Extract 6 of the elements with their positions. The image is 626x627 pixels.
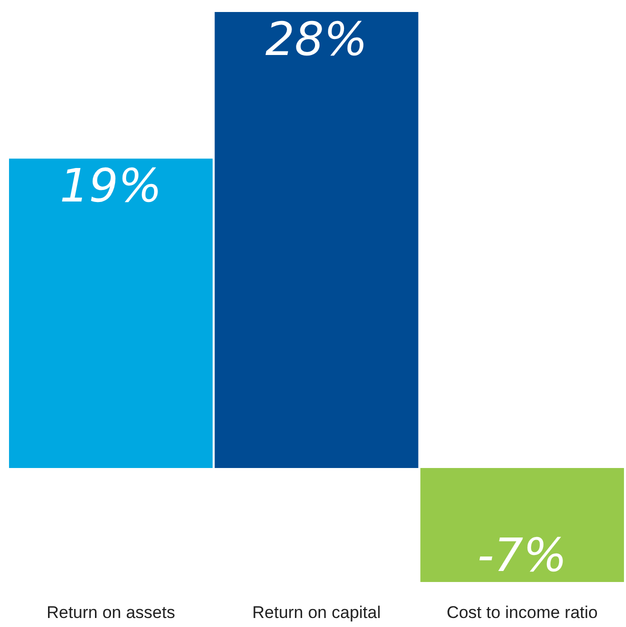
- x-tick-label: Return on assets: [46, 603, 176, 622]
- data-label: -7%: [477, 528, 567, 582]
- x-tick-label: Return on capital: [252, 603, 381, 622]
- data-label: 28%: [265, 12, 368, 66]
- x-tick-label: Cost to income ratio: [446, 603, 598, 622]
- data-label: 19%: [60, 158, 162, 213]
